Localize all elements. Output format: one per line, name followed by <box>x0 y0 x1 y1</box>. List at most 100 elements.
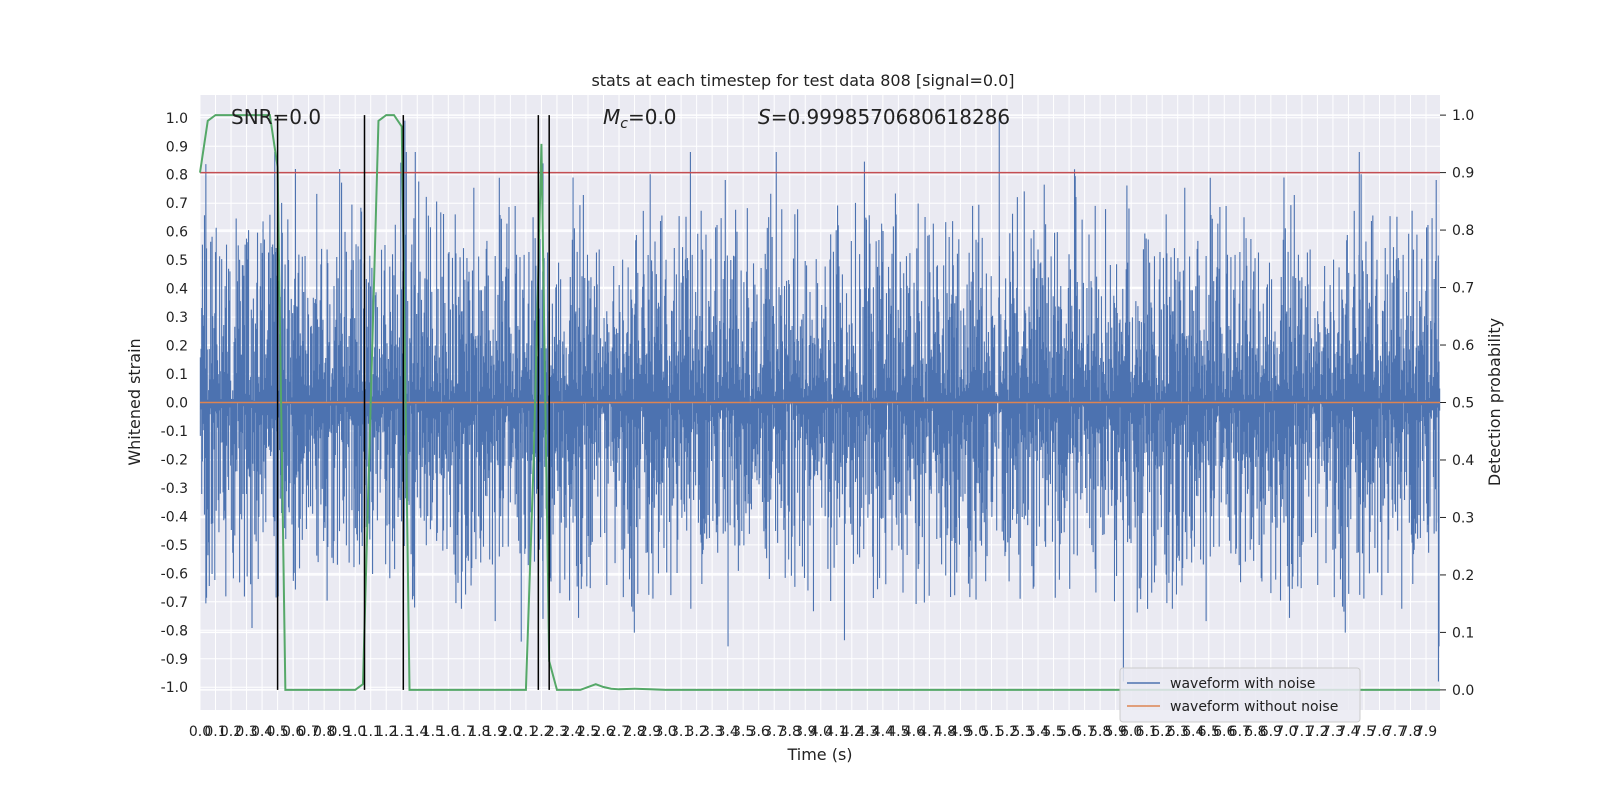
x-tick-label: 3.5 <box>732 724 754 740</box>
x-tick-label: 4.9 <box>949 724 971 740</box>
y-tick-label: 0.8 <box>166 168 188 184</box>
x-tick-label: 2.8 <box>623 724 645 740</box>
y-tick-label: -1.0 <box>161 680 188 696</box>
x-tick-label: 6.3 <box>1167 724 1189 740</box>
x-tick-label: 6.1 <box>1136 724 1158 740</box>
x-tick-label: 4.1 <box>825 724 847 740</box>
x-tick-label: 5.7 <box>1073 724 1095 740</box>
x-tick-label: 3.8 <box>779 724 801 740</box>
y2-tick-label: 0.4 <box>1452 453 1474 469</box>
y2-tick-label: 0.8 <box>1452 223 1474 239</box>
y-tick-label: -0.2 <box>161 452 188 468</box>
x-tick-label: 6.5 <box>1198 724 1220 740</box>
snr-annotation: SNR=0.0 <box>231 105 321 129</box>
x-tick-label: 6.4 <box>1182 724 1204 740</box>
x-tick-label: 5.5 <box>1042 724 1064 740</box>
x-tick-label: 7.8 <box>1399 724 1421 740</box>
x-tick-label: 5.1 <box>980 724 1002 740</box>
x-tick-label: 4.3 <box>856 724 878 740</box>
x-tick-label: 3.6 <box>748 724 770 740</box>
x-tick-label: 5.3 <box>1011 724 1033 740</box>
mc-value: =0.0 <box>628 105 677 129</box>
x-tick-label: 2.0 <box>499 724 521 740</box>
x-tick-label: 0.1 <box>204 724 226 740</box>
x-tick-label: 7.9 <box>1415 724 1437 740</box>
x-tick-label: 6.8 <box>1244 724 1266 740</box>
x-tick-label: 6.9 <box>1260 724 1282 740</box>
x-tick-label: 2.6 <box>592 724 614 740</box>
x-tick-label: 1.9 <box>484 724 506 740</box>
x-tick-label: 3.9 <box>794 724 816 740</box>
x-tick-label: 3.0 <box>654 724 676 740</box>
y2-tick-label: 0.3 <box>1452 510 1474 526</box>
y2-tick-labels: 0.0 0.1 0.2 0.3 0.4 0.5 0.6 0.7 0.8 0.9 1.0 <box>1452 108 1474 699</box>
legend-box <box>1119 667 1361 723</box>
x-tick-label: 1.2 <box>375 724 397 740</box>
x-tick-label: 2.1 <box>515 724 537 740</box>
y-tick-labels: -1.0 -0.9 -0.8 -0.7 -0.6 -0.5 -0.4 -0.3 -0.2 -0.1… <box>161 111 188 696</box>
mc-symbol: M <box>603 105 620 129</box>
x-tick-label: 5.2 <box>996 724 1018 740</box>
s-annotation: S=0.9998570680618286 <box>758 105 1010 129</box>
y-tick-label: -0.6 <box>161 566 188 582</box>
x-tick-label: 0.2 <box>220 724 242 740</box>
x-tick-label: 7.6 <box>1368 724 1390 740</box>
x-tick-label: 0.6 <box>282 724 304 740</box>
y2-tick-label: 1.0 <box>1452 108 1474 124</box>
x-tick-label: 5.0 <box>965 724 987 740</box>
y-tick-label: 1.0 <box>166 111 188 127</box>
x-tick-label: 4.6 <box>903 724 925 740</box>
x-tick-label: 2.9 <box>639 724 661 740</box>
y-tick-label: -0.9 <box>161 652 188 668</box>
x-tick-label: 4.0 <box>810 724 832 740</box>
y-tick-label: -0.5 <box>161 538 188 554</box>
y-tick-label: -0.4 <box>161 509 188 525</box>
y-tick-label: 0.3 <box>166 310 188 326</box>
x-tick-label: 4.2 <box>841 724 863 740</box>
x-axis-label: Time (s) <box>786 745 852 764</box>
x-tick-label: 2.5 <box>577 724 599 740</box>
x-tick-label: 5.9 <box>1105 724 1127 740</box>
y2-tick-label: 0.2 <box>1452 568 1474 584</box>
x-tick-label: 0.0 <box>189 724 211 740</box>
x-tick-label: 7.4 <box>1337 724 1359 740</box>
y-tick-label: 0.0 <box>166 396 188 412</box>
y-axis-label: Whitened strain <box>125 338 144 465</box>
y-tick-label: 0.1 <box>166 367 188 383</box>
x-tick-label: 6.7 <box>1229 724 1251 740</box>
x-tick-label: 7.5 <box>1353 724 1375 740</box>
x-tick-label: 7.7 <box>1384 724 1406 740</box>
y-tick-label: -0.8 <box>161 623 188 639</box>
x-tick-label: 3.4 <box>717 724 739 740</box>
y-tick-label: -0.7 <box>161 595 188 611</box>
x-tick-label: 6.6 <box>1213 724 1235 740</box>
x-tick-label: 0.7 <box>298 724 320 740</box>
x-tick-label: 7.0 <box>1275 724 1297 740</box>
y-tick-label: 0.6 <box>166 225 188 241</box>
x-tick-label: 2.2 <box>530 724 552 740</box>
x-tick-label: 4.8 <box>934 724 956 740</box>
x-tick-label: 5.6 <box>1058 724 1080 740</box>
x-tick-label: 1.5 <box>422 724 444 740</box>
legend-label-clean: waveform without noise <box>1170 699 1338 715</box>
x-tick-label: 1.8 <box>468 724 490 740</box>
x-tick-label: 2.4 <box>561 724 583 740</box>
y2-tick-label: 0.5 <box>1452 396 1474 412</box>
x-tick-label: 6.2 <box>1151 724 1173 740</box>
x-tick-label: 1.1 <box>360 724 382 740</box>
x-tick-label: 2.3 <box>546 724 568 740</box>
detection-probability-line <box>199 114 1440 691</box>
x-tick-label: 4.4 <box>872 724 894 740</box>
y2-tick-label: 0.7 <box>1452 281 1474 297</box>
mc-subscript: c <box>620 116 628 132</box>
x-tick-label: 7.3 <box>1322 724 1344 740</box>
x-tick-label: 7.2 <box>1306 724 1328 740</box>
x-tick-label: 7.1 <box>1291 724 1313 740</box>
x-tick-label: 0.3 <box>235 724 257 740</box>
x-tick-label: 3.2 <box>685 724 707 740</box>
x-tick-label: 1.6 <box>437 724 459 740</box>
event-lines <box>276 115 550 690</box>
mc-annotation: Mc=0.0 <box>603 105 677 132</box>
s-value: =0.9998570680618286 <box>771 105 1010 129</box>
x-tick-label: 2.7 <box>608 724 630 740</box>
